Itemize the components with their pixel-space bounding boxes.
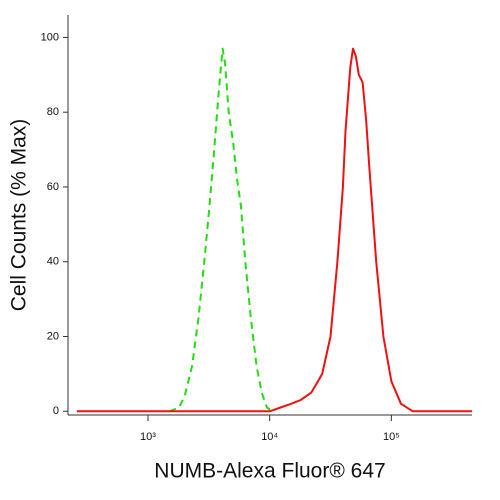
- x-tick-label: 10⁵: [383, 431, 400, 443]
- y-tick-label: 80: [47, 106, 59, 118]
- x-axis-label: NUMB-Alexa Fluor® 647: [154, 460, 385, 483]
- y-tick-label: 40: [47, 256, 59, 268]
- x-tick-label: 10³: [140, 431, 156, 443]
- y-tick-label: 100: [41, 31, 59, 43]
- y-tick-label: 0: [53, 405, 59, 417]
- series-line: [169, 47, 273, 413]
- y-axis-label: Cell Counts (% Max): [8, 119, 31, 312]
- x-tick-label: 10⁴: [261, 431, 278, 443]
- y-tick-label: 20: [47, 330, 59, 342]
- series-line: [76, 47, 472, 413]
- y-tick-label: 60: [47, 181, 59, 193]
